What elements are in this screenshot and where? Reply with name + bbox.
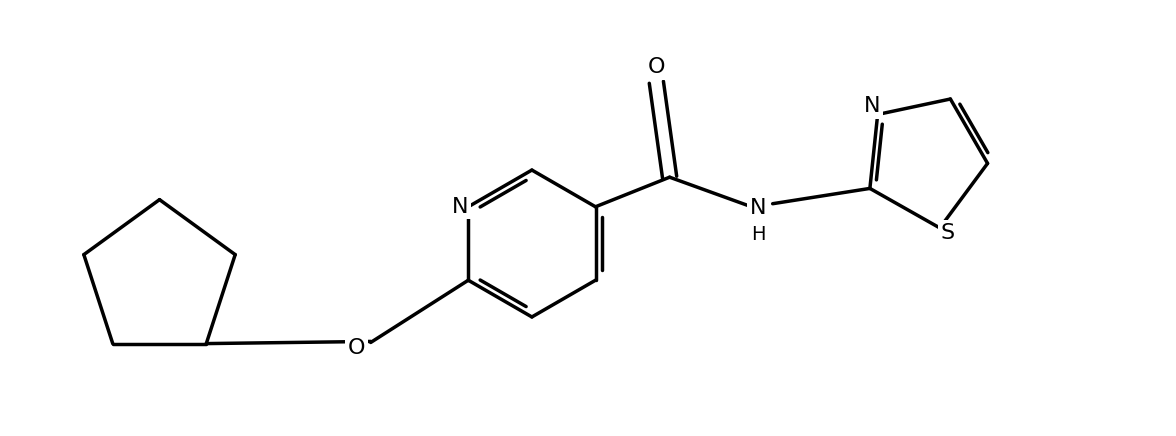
Text: S: S bbox=[941, 223, 955, 243]
Text: O: O bbox=[348, 337, 366, 358]
Text: N: N bbox=[452, 197, 468, 217]
Text: O: O bbox=[648, 57, 666, 77]
Text: N: N bbox=[750, 198, 767, 218]
Text: H: H bbox=[751, 225, 766, 244]
Text: N: N bbox=[864, 96, 881, 116]
